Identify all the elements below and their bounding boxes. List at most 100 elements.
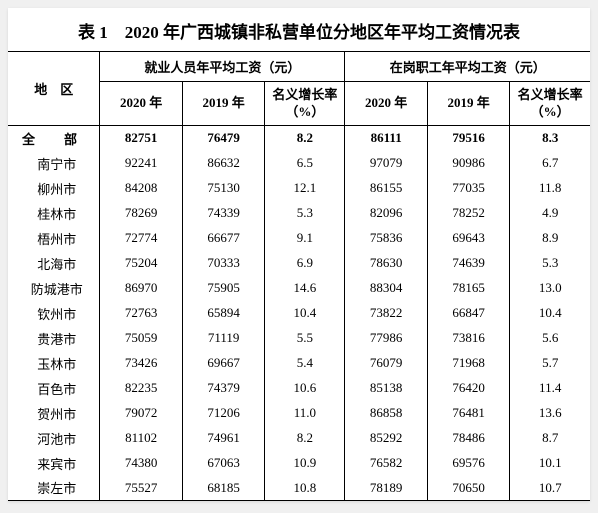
- cell-o2019: 70650: [427, 476, 509, 501]
- table-row: 全 部82751764798.286111795168.3: [8, 126, 590, 151]
- cell-o2019: 69643: [427, 226, 509, 251]
- col-region: 地 区: [8, 52, 100, 126]
- col-group-onpost: 在岗职工年平均工资（元）: [345, 52, 590, 82]
- table-row: 南宁市92241866326.597079909866.7: [8, 151, 590, 176]
- col-e2020: 2020 年: [100, 82, 182, 126]
- cell-e2020: 74380: [100, 451, 182, 476]
- table-title: 表 1 2020 年广西城镇非私营单位分地区年平均工资情况表: [8, 8, 590, 51]
- cell-o2019: 90986: [427, 151, 509, 176]
- cell-e2020: 86970: [100, 276, 182, 301]
- header-row-1: 地 区 就业人员年平均工资（元） 在岗职工年平均工资（元）: [8, 52, 590, 82]
- cell-o2019: 73816: [427, 326, 509, 351]
- cell-erate: 10.6: [265, 376, 345, 401]
- table-body: 全 部82751764798.286111795168.3南宁市92241866…: [8, 126, 590, 501]
- cell-region: 北海市: [8, 251, 100, 276]
- table-row: 北海市75204703336.978630746395.3: [8, 251, 590, 276]
- cell-o2019: 76481: [427, 401, 509, 426]
- cell-erate: 10.4: [265, 301, 345, 326]
- cell-region: 南宁市: [8, 151, 100, 176]
- cell-region: 柳州市: [8, 176, 100, 201]
- cell-o2020: 86155: [345, 176, 427, 201]
- cell-e2020: 81102: [100, 426, 182, 451]
- cell-o2019: 77035: [427, 176, 509, 201]
- cell-e2019: 76479: [182, 126, 264, 151]
- table-row: 河池市81102749618.285292784868.7: [8, 426, 590, 451]
- cell-o2020: 76079: [345, 351, 427, 376]
- cell-o2020: 85292: [345, 426, 427, 451]
- cell-region: 崇左市: [8, 476, 100, 501]
- cell-o2019: 78486: [427, 426, 509, 451]
- cell-erate: 8.2: [265, 126, 345, 151]
- cell-o2020: 78189: [345, 476, 427, 501]
- cell-erate: 5.5: [265, 326, 345, 351]
- cell-o2020: 73822: [345, 301, 427, 326]
- cell-o2020: 75836: [345, 226, 427, 251]
- cell-orate: 13.6: [510, 401, 590, 426]
- table-row: 桂林市78269743395.382096782524.9: [8, 201, 590, 226]
- cell-e2019: 66677: [182, 226, 264, 251]
- col-o2019: 2019 年: [427, 82, 509, 126]
- col-erate: 名义增长率（%）: [265, 82, 345, 126]
- cell-o2019: 78165: [427, 276, 509, 301]
- cell-orate: 8.9: [510, 226, 590, 251]
- cell-erate: 5.4: [265, 351, 345, 376]
- cell-e2020: 72774: [100, 226, 182, 251]
- table-row: 贵港市75059711195.577986738165.6: [8, 326, 590, 351]
- cell-e2019: 74379: [182, 376, 264, 401]
- cell-e2020: 79072: [100, 401, 182, 426]
- cell-o2020: 82096: [345, 201, 427, 226]
- cell-o2019: 76420: [427, 376, 509, 401]
- cell-e2019: 74339: [182, 201, 264, 226]
- cell-e2020: 92241: [100, 151, 182, 176]
- cell-orate: 8.7: [510, 426, 590, 451]
- table-row: 崇左市755276818510.8781897065010.7: [8, 476, 590, 501]
- cell-orate: 5.7: [510, 351, 590, 376]
- cell-erate: 6.5: [265, 151, 345, 176]
- cell-e2019: 75130: [182, 176, 264, 201]
- cell-o2020: 78630: [345, 251, 427, 276]
- cell-region: 贵港市: [8, 326, 100, 351]
- cell-orate: 11.4: [510, 376, 590, 401]
- cell-region: 防城港市: [8, 276, 100, 301]
- cell-o2019: 71968: [427, 351, 509, 376]
- cell-orate: 5.6: [510, 326, 590, 351]
- cell-o2020: 86858: [345, 401, 427, 426]
- cell-o2020: 97079: [345, 151, 427, 176]
- col-o2020: 2020 年: [345, 82, 427, 126]
- table-row: 玉林市73426696675.476079719685.7: [8, 351, 590, 376]
- cell-region: 全 部: [8, 126, 100, 151]
- cell-orate: 6.7: [510, 151, 590, 176]
- cell-orate: 11.8: [510, 176, 590, 201]
- cell-e2019: 70333: [182, 251, 264, 276]
- cell-erate: 10.9: [265, 451, 345, 476]
- wage-table: 地 区 就业人员年平均工资（元） 在岗职工年平均工资（元） 2020 年 201…: [8, 51, 590, 501]
- cell-region: 钦州市: [8, 301, 100, 326]
- table-row: 来宾市743806706310.9765826957610.1: [8, 451, 590, 476]
- cell-region: 来宾市: [8, 451, 100, 476]
- cell-e2019: 71119: [182, 326, 264, 351]
- cell-erate: 12.1: [265, 176, 345, 201]
- cell-erate: 8.2: [265, 426, 345, 451]
- cell-o2019: 74639: [427, 251, 509, 276]
- cell-region: 梧州市: [8, 226, 100, 251]
- table-row: 防城港市869707590514.6883047816513.0: [8, 276, 590, 301]
- cell-e2020: 75204: [100, 251, 182, 276]
- cell-orate: 10.4: [510, 301, 590, 326]
- cell-erate: 11.0: [265, 401, 345, 426]
- table-row: 百色市822357437910.6851387642011.4: [8, 376, 590, 401]
- cell-erate: 10.8: [265, 476, 345, 501]
- cell-e2020: 75527: [100, 476, 182, 501]
- cell-e2019: 75905: [182, 276, 264, 301]
- cell-e2019: 65894: [182, 301, 264, 326]
- cell-o2020: 86111: [345, 126, 427, 151]
- cell-o2020: 85138: [345, 376, 427, 401]
- cell-e2019: 67063: [182, 451, 264, 476]
- table-row: 梧州市72774666779.175836696438.9: [8, 226, 590, 251]
- cell-o2019: 66847: [427, 301, 509, 326]
- cell-e2020: 82751: [100, 126, 182, 151]
- cell-o2020: 77986: [345, 326, 427, 351]
- cell-o2019: 78252: [427, 201, 509, 226]
- cell-region: 玉林市: [8, 351, 100, 376]
- cell-e2020: 75059: [100, 326, 182, 351]
- col-e2019: 2019 年: [182, 82, 264, 126]
